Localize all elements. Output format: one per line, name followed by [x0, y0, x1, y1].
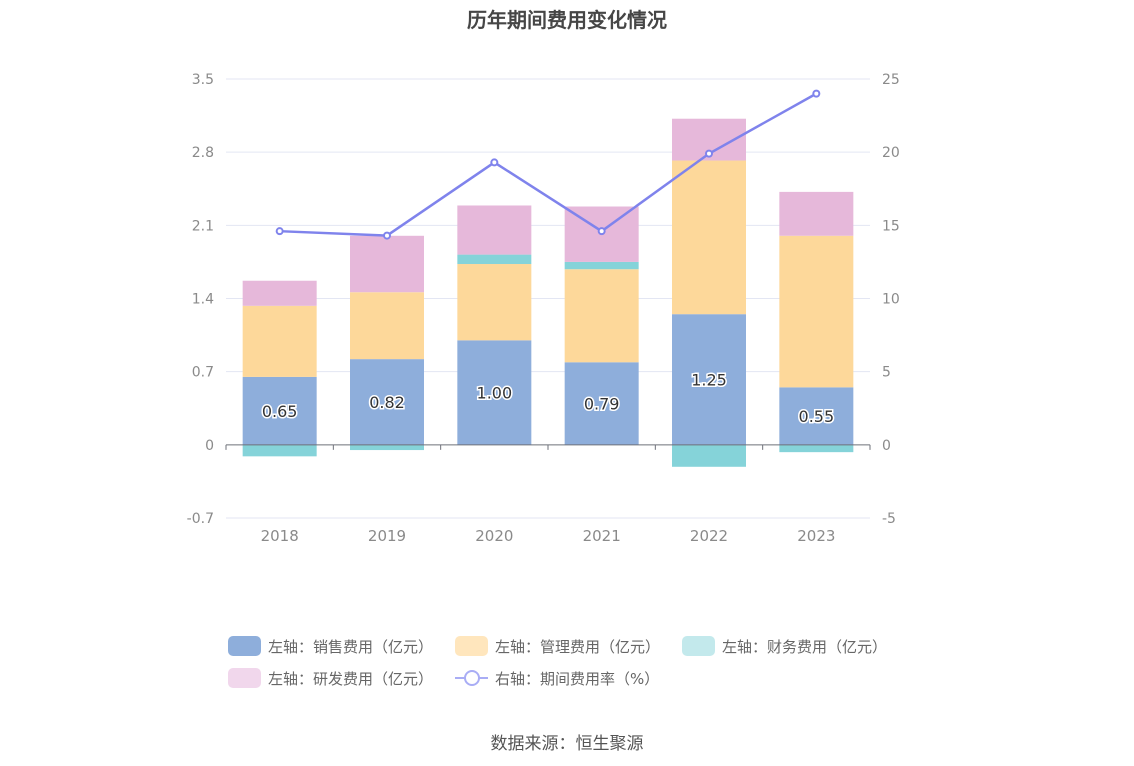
bar-segment: [242, 444, 317, 457]
y-right-tick-label: 5: [882, 365, 891, 381]
data-label: 0.65: [262, 402, 298, 421]
y-left-tick-label: 0: [205, 438, 214, 454]
y-right-tick-label: -5: [882, 511, 896, 527]
bar-segment: [672, 444, 746, 467]
bar-segment: [242, 280, 317, 306]
y-right-tick-label: 15: [882, 218, 900, 234]
rate-point: [383, 231, 391, 240]
rate-point: [597, 227, 606, 236]
legend-item-admin[interactable]: 左轴：管理费用（亿元）: [455, 636, 660, 657]
legend-swatch-admin: [455, 636, 489, 656]
rate-point: [812, 89, 821, 98]
bar-segment: [564, 362, 639, 445]
legend-swatch-sales: [228, 636, 261, 656]
legend-row-2: 左轴：研发费用（亿元） 右轴：期间费用率（%）: [228, 662, 928, 694]
y-left-tick-label: 0.7: [192, 365, 214, 381]
x-tick-label: 2019: [368, 527, 406, 545]
bar-segment: [779, 387, 854, 445]
y-right-tick-label: 20: [882, 145, 900, 161]
legend-item-sales[interactable]: 左轴：销售费用（亿元）: [228, 636, 433, 657]
y-right-tick-label: 0: [882, 438, 891, 454]
rate-point: [705, 149, 713, 158]
bar-segment: [457, 254, 532, 265]
bar-segment: [457, 340, 532, 445]
y-right-tick-label: 10: [882, 292, 900, 308]
x-tick-label: 2021: [583, 527, 621, 545]
bar-segment: [564, 269, 639, 363]
x-tick-label: 2020: [475, 527, 513, 545]
legend-label-admin: 左轴：管理费用（亿元）: [495, 637, 661, 656]
data-label: 0.82: [369, 393, 405, 412]
legend-swatch-finance: [682, 636, 716, 656]
bar-segment: [779, 191, 854, 236]
legend-swatch-rd: [228, 668, 261, 688]
legend-label-rd: 左轴：研发费用（亿元）: [268, 669, 434, 688]
legend-label-rate: 右轴：期间费用率（%）: [495, 669, 660, 688]
bar-segment: [242, 376, 317, 445]
y-left-tick-label: 1.4: [192, 292, 214, 308]
bar-segment: [457, 205, 532, 255]
bar-segment: [350, 292, 424, 360]
data-source-note: 数据来源：恒生聚源: [490, 734, 644, 754]
bar-segment: [564, 261, 639, 270]
rate-point: [275, 227, 284, 236]
chart-legend: 左轴：销售费用（亿元） 左轴：管理费用（亿元） 左轴：财务费用（亿元） 左轴：研…: [228, 630, 928, 694]
legend-item-rd[interactable]: 左轴：研发费用（亿元）: [228, 668, 433, 689]
y-left-tick-label: 3.5: [192, 72, 214, 88]
bar-segment: [350, 359, 424, 445]
bar-segment: [242, 305, 317, 377]
bar-segment: [350, 444, 424, 451]
y-left-tick-label: 2.8: [192, 145, 214, 161]
chart-title: 历年期间费用变化情况: [467, 8, 667, 32]
rate-line: [279, 92, 817, 237]
x-tick-label: 2023: [797, 527, 835, 545]
data-label: 1.25: [691, 371, 727, 390]
legend-item-finance[interactable]: 左轴：财务费用（亿元）: [682, 636, 887, 657]
legend-row-1: 左轴：销售费用（亿元） 左轴：管理费用（亿元） 左轴：财务费用（亿元）: [228, 630, 928, 662]
rate-point: [490, 158, 499, 167]
bar-segment: [457, 264, 532, 341]
bar-segment: [672, 314, 746, 445]
legend-item-rate[interactable]: 右轴：期间费用率（%）: [455, 668, 659, 689]
data-label: 0.79: [584, 395, 620, 414]
bar-segment: [779, 444, 854, 453]
y-left-tick-label: 2.1: [192, 218, 214, 234]
legend-swatch-rate: [455, 668, 489, 688]
data-label: 0.55: [799, 407, 835, 426]
x-tick-label: 2018: [261, 527, 299, 545]
data-label: 1.00: [477, 384, 513, 403]
legend-label-sales: 左轴：销售费用（亿元）: [268, 637, 434, 656]
y-right-tick-label: 25: [882, 72, 900, 88]
legend-label-finance: 左轴：财务费用（亿元）: [722, 637, 888, 656]
bar-segment: [779, 235, 854, 388]
y-left-tick-label: -0.7: [187, 511, 214, 527]
bar-segment: [350, 235, 424, 293]
bar-segment: [672, 160, 746, 315]
x-tick-label: 2022: [690, 527, 728, 545]
